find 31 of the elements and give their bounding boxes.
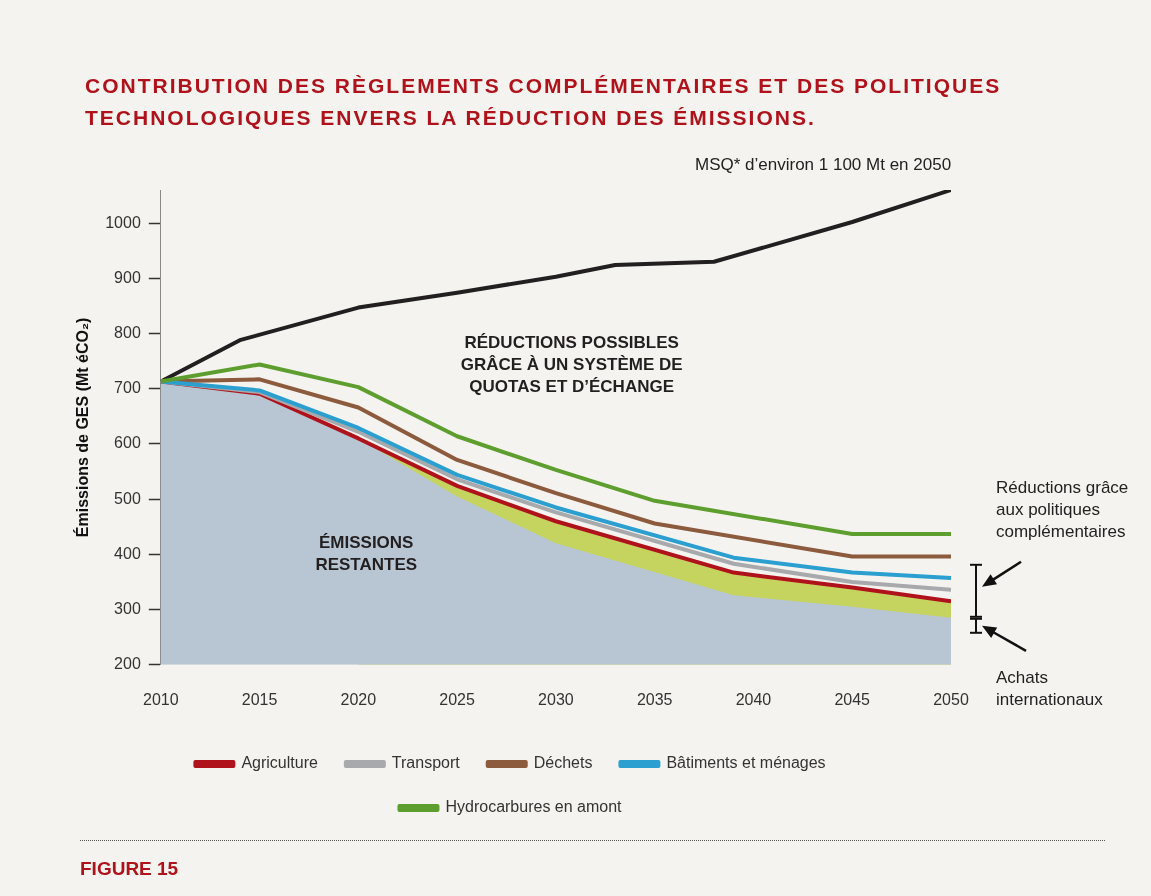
y-tick-label: 300 xyxy=(114,600,141,617)
x-tick-label: 2010 xyxy=(143,690,179,708)
legend-label: Déchets xyxy=(533,754,593,772)
x-tick-label: 2030 xyxy=(538,690,574,708)
y-tick-label: 200 xyxy=(114,655,141,673)
annotation: MSQ* d’environ 1 100 Mt en 2050 xyxy=(695,154,952,176)
x-tick-label: 2050 xyxy=(933,690,969,708)
y-tick-label: 800 xyxy=(114,323,141,341)
x-tick-label: 2015 xyxy=(241,690,278,708)
legend-label: Bâtiments et ménages xyxy=(666,754,826,772)
chart-title: CONTRIBUTION DES RÈGLEMENTS COMPLÉMENTAIRES ET DES POLITIQUES TECHNOLOGIQUES ENVERS LA RÉDUCTION DES ÉMISSIONS. xyxy=(85,73,1003,131)
y-tick-label: 400 xyxy=(114,544,141,562)
legend-label: Transport xyxy=(391,754,461,772)
annotation: RÉDUCTIONS POSSIBLES GRÂCE À UN SYSTÈME DE QUOTAS ET D’ÉCHANGE xyxy=(459,332,684,399)
y-axis-title: Émissions de GES (Mt éCO₂) xyxy=(73,317,92,538)
x-tick-label: 2045 xyxy=(834,690,871,708)
y-tick-label: 600 xyxy=(114,434,141,452)
text: Achats internationaux xyxy=(996,666,1104,711)
x-tick-label: 2035 xyxy=(636,690,673,708)
legend-label: Hydrocarbures en amont xyxy=(445,798,623,816)
legend-label: Agriculture xyxy=(241,754,318,772)
x-tick-label: 2020 xyxy=(340,690,377,708)
x-tick-label: 2040 xyxy=(735,690,772,708)
y-tick-label: 1000 xyxy=(105,213,141,231)
y-tick-label: 700 xyxy=(114,379,141,397)
y-tick-label: 500 xyxy=(114,489,141,507)
caption: FIGURE 15 xyxy=(80,858,179,880)
y-tick-label: 900 xyxy=(114,268,141,286)
annotation: ÉMISSIONS RESTANTES xyxy=(314,531,419,576)
x-tick-label: 2025 xyxy=(439,690,476,708)
text: Réductions grâce aux politiques complémentaires xyxy=(996,476,1130,543)
